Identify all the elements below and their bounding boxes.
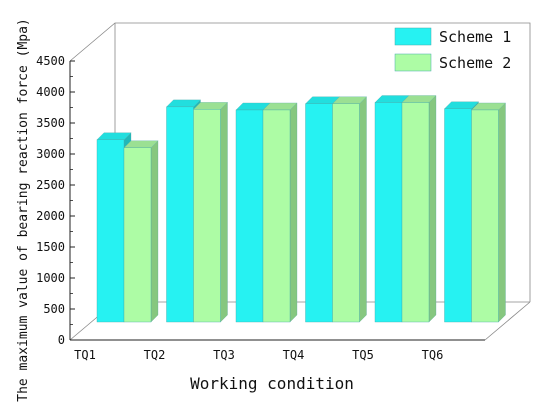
y-tick-label: 4000 (36, 85, 65, 99)
back-wall-outline (69, 22, 531, 302)
bar-tq2-scheme-2 (193, 101, 228, 323)
bar-tq1-scheme-2 (123, 140, 159, 323)
bar-front-face (166, 106, 194, 323)
y-tick-label: 1500 (36, 240, 65, 254)
bar-tq4-scheme-2 (332, 96, 367, 323)
x-axis-title: Working condition (190, 374, 354, 393)
bar-front-face (235, 109, 264, 323)
x-tick-label: TQ2 (144, 348, 166, 362)
bar-tq3-scheme-2 (262, 102, 298, 323)
bar-front-face (193, 109, 221, 323)
bar-front-face (471, 109, 499, 323)
bar-front-face (123, 147, 152, 323)
legend: Scheme 1 Scheme 2 (394, 27, 511, 72)
bar-front-face (96, 139, 125, 323)
y-tick-label: 3000 (36, 147, 65, 161)
bars (96, 95, 506, 323)
bar-front-face (305, 103, 333, 323)
bar-side-face (220, 101, 228, 323)
bar-tq6-scheme-2 (471, 102, 506, 323)
legend-label-scheme-2: Scheme 2 (439, 54, 511, 72)
bar-side-face (289, 102, 298, 323)
y-tick-label: 1000 (36, 271, 65, 285)
bar-side-face (359, 96, 367, 323)
x-axis-ticks: TQ1 TQ2 TQ3 TQ4 TQ5 TQ6 (74, 348, 443, 362)
x-tick-label: TQ4 (283, 348, 305, 362)
legend-swatch-scheme-2 (394, 53, 432, 72)
bar-front-face (401, 102, 430, 323)
bar-side-face (498, 102, 506, 323)
x-tick-label: TQ1 (74, 348, 96, 362)
y-tick-label: 2000 (36, 209, 65, 223)
y-axis-ticks: 0 500 1000 1500 2000 2500 3000 3500 4000 4500 (36, 54, 75, 347)
x-tick-label: TQ5 (352, 348, 374, 362)
y-tick-label: 2500 (36, 178, 65, 192)
bar-front-face (332, 103, 360, 323)
floor-right-edge (484, 301, 531, 341)
legend-label-scheme-1: Scheme 1 (439, 28, 511, 46)
bar-front-face (262, 109, 291, 323)
y-tick-label: 3500 (36, 116, 65, 130)
x-tick-label: TQ3 (213, 348, 235, 362)
y-tick-label: 500 (43, 302, 65, 316)
bar-tq5-scheme-2 (401, 95, 437, 323)
bar-side-face (150, 140, 159, 323)
y-tick-label: 4500 (36, 54, 65, 68)
bar-front-face (444, 108, 472, 323)
bar-front-face (374, 102, 403, 323)
bar-side-face (428, 95, 437, 323)
y-axis-title: The maximum value of bearing reaction fo… (16, 18, 31, 402)
legend-swatch-scheme-1 (394, 27, 432, 46)
x-tick-label: TQ6 (422, 348, 444, 362)
y-tick-label: 0 (58, 333, 65, 347)
